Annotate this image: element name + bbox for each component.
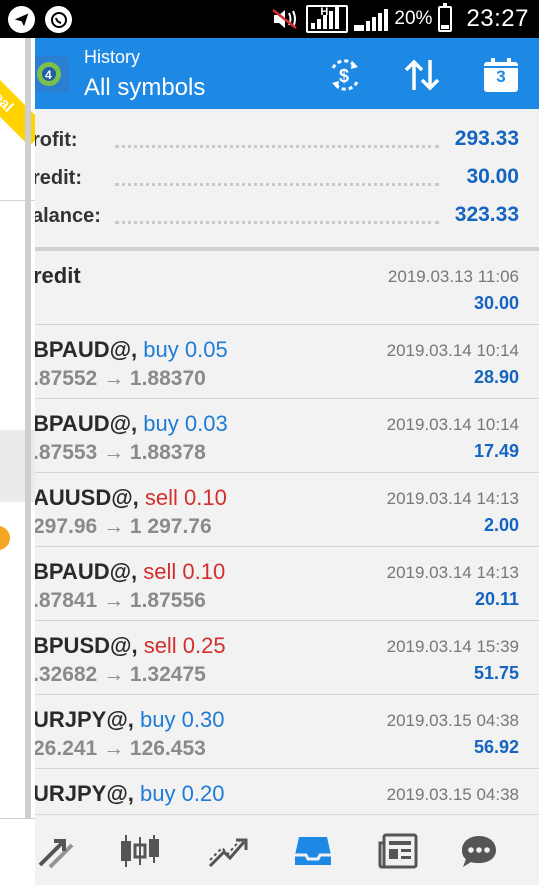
row-profit: 20.11 <box>474 589 519 609</box>
bottom-navigation <box>35 814 539 885</box>
row-symbol: URJPY@, <box>35 707 141 732</box>
chat-icon[interactable] <box>456 829 502 873</box>
clock: 23:27 <box>466 5 529 32</box>
row-profit: 2.00 <box>483 515 519 535</box>
calendar-icon[interactable]: 3 <box>481 55 521 95</box>
row-time: 2019.03.14 14:13 <box>386 489 519 508</box>
history-icon[interactable] <box>290 829 336 873</box>
row-side: sell 0.10 <box>143 559 226 584</box>
row-symbol: redit <box>35 263 81 288</box>
row-time: 2019.03.13 11:06 <box>387 267 519 286</box>
account-summary: rofit: 293.33 redit: 30.00 alance: 323.3… <box>35 109 539 249</box>
summary-profit: rofit: 293.33 <box>35 119 539 157</box>
battery-percent: 20% <box>394 8 433 29</box>
summary-credit: redit: 30.00 <box>35 157 539 195</box>
mobile-data-icon: H <box>306 5 349 33</box>
vibrate-mute-icon <box>272 9 298 29</box>
notification-badge <box>0 526 10 550</box>
telegram-icon <box>8 6 35 33</box>
row-time: 2019.03.14 15:39 <box>386 637 519 656</box>
history-row[interactable]: redit 2019.03.13 11:06 30.00 <box>35 251 539 325</box>
row-side: buy 0.30 <box>140 707 225 732</box>
row-prices: .87553 → 1.88378 <box>35 441 206 464</box>
battery-icon <box>438 3 453 32</box>
row-profit: 28.90 <box>473 367 519 387</box>
summary-label: alance: <box>35 205 101 227</box>
calendar-day: 3 <box>496 67 506 86</box>
summary-label: redit: <box>35 167 82 189</box>
row-side: sell 0.25 <box>143 633 226 658</box>
screen-subtitle: History <box>84 47 141 67</box>
row-side: buy 0.20 <box>140 781 225 806</box>
row-profit: 17.49 <box>473 441 519 461</box>
app-bar: 4 History All symbols $ <box>35 38 539 109</box>
currency-exchange-icon[interactable]: $ <box>325 55 365 95</box>
drawer-scrollbar[interactable] <box>25 38 31 818</box>
row-symbol: BPAUD@, <box>35 337 144 362</box>
chart-icon[interactable] <box>117 829 163 873</box>
row-profit: 30.00 <box>473 293 519 313</box>
row-time: 2019.03.15 04:38 <box>386 785 519 804</box>
history-row[interactable]: BPAUD@, buy 0.03 .87553 → 1.88378 2019.0… <box>35 399 539 473</box>
row-time: 2019.03.14 14:13 <box>386 563 519 582</box>
summary-value: 30.00 <box>466 165 519 188</box>
summary-balance: alance: 323.33 <box>35 195 539 233</box>
row-side: buy 0.03 <box>143 411 228 436</box>
row-symbol: URJPY@, <box>35 781 141 806</box>
row-time: 2019.03.14 10:14 <box>386 341 519 360</box>
row-symbol: AUUSD@, <box>35 485 145 510</box>
row-time: 2019.03.15 04:38 <box>386 711 519 730</box>
summary-label: rofit: <box>35 129 78 151</box>
summary-value: 293.33 <box>454 127 519 150</box>
summary-value: 323.33 <box>454 203 519 226</box>
row-prices: .87552 → 1.88370 <box>35 367 206 390</box>
drawer-divider-bottom <box>0 818 35 819</box>
row-prices: 26.241 → 126.453 <box>35 737 206 760</box>
section-divider <box>35 247 539 251</box>
row-side: buy 0.05 <box>143 337 228 362</box>
quotes-icon[interactable] <box>35 829 79 873</box>
history-row[interactable]: AUUSD@, sell 0.10 297.96 → 1 297.76 2019… <box>35 473 539 547</box>
row-profit: 51.75 <box>473 663 519 683</box>
history-row[interactable]: BPAUD@, sell 0.10 .87841 → 1.87556 2019.… <box>35 547 539 621</box>
side-drawer: Real <box>0 38 35 885</box>
drawer-divider <box>0 200 35 201</box>
trade-icon[interactable] <box>205 829 251 873</box>
row-symbol: BPAUD@, <box>35 559 144 584</box>
row-symbol: BPUSD@, <box>35 633 144 658</box>
status-bar: H 20% 23:27 <box>0 0 539 38</box>
row-prices: 297.96 → 1 297.76 <box>35 515 212 538</box>
history-screen: 4 History All symbols $ <box>35 38 539 885</box>
svg-text:$: $ <box>339 66 349 86</box>
screen-title[interactable]: All symbols <box>84 74 206 101</box>
row-symbol: BPAUD@, <box>35 411 144 436</box>
history-row[interactable]: BPUSD@, sell 0.25 .32682 → 1.32475 2019.… <box>35 621 539 695</box>
sort-icon[interactable] <box>402 55 442 95</box>
row-time: 2019.03.14 10:14 <box>386 415 519 434</box>
whatsapp-icon <box>45 6 72 33</box>
row-profit: 56.92 <box>473 737 519 757</box>
row-side: sell 0.10 <box>144 485 227 510</box>
row-prices: .87841 → 1.87556 <box>35 589 206 612</box>
news-icon[interactable] <box>375 829 421 873</box>
signal-icon <box>354 7 389 31</box>
mt4-logo[interactable]: 4 <box>35 52 71 96</box>
history-row[interactable]: BPAUD@, buy 0.05 .87552 → 1.88370 2019.0… <box>35 325 539 399</box>
svg-text:4: 4 <box>45 68 52 82</box>
row-prices: .32682 → 1.32475 <box>35 663 206 686</box>
history-row[interactable]: URJPY@, buy 0.30 26.241 → 126.453 2019.0… <box>35 695 539 769</box>
